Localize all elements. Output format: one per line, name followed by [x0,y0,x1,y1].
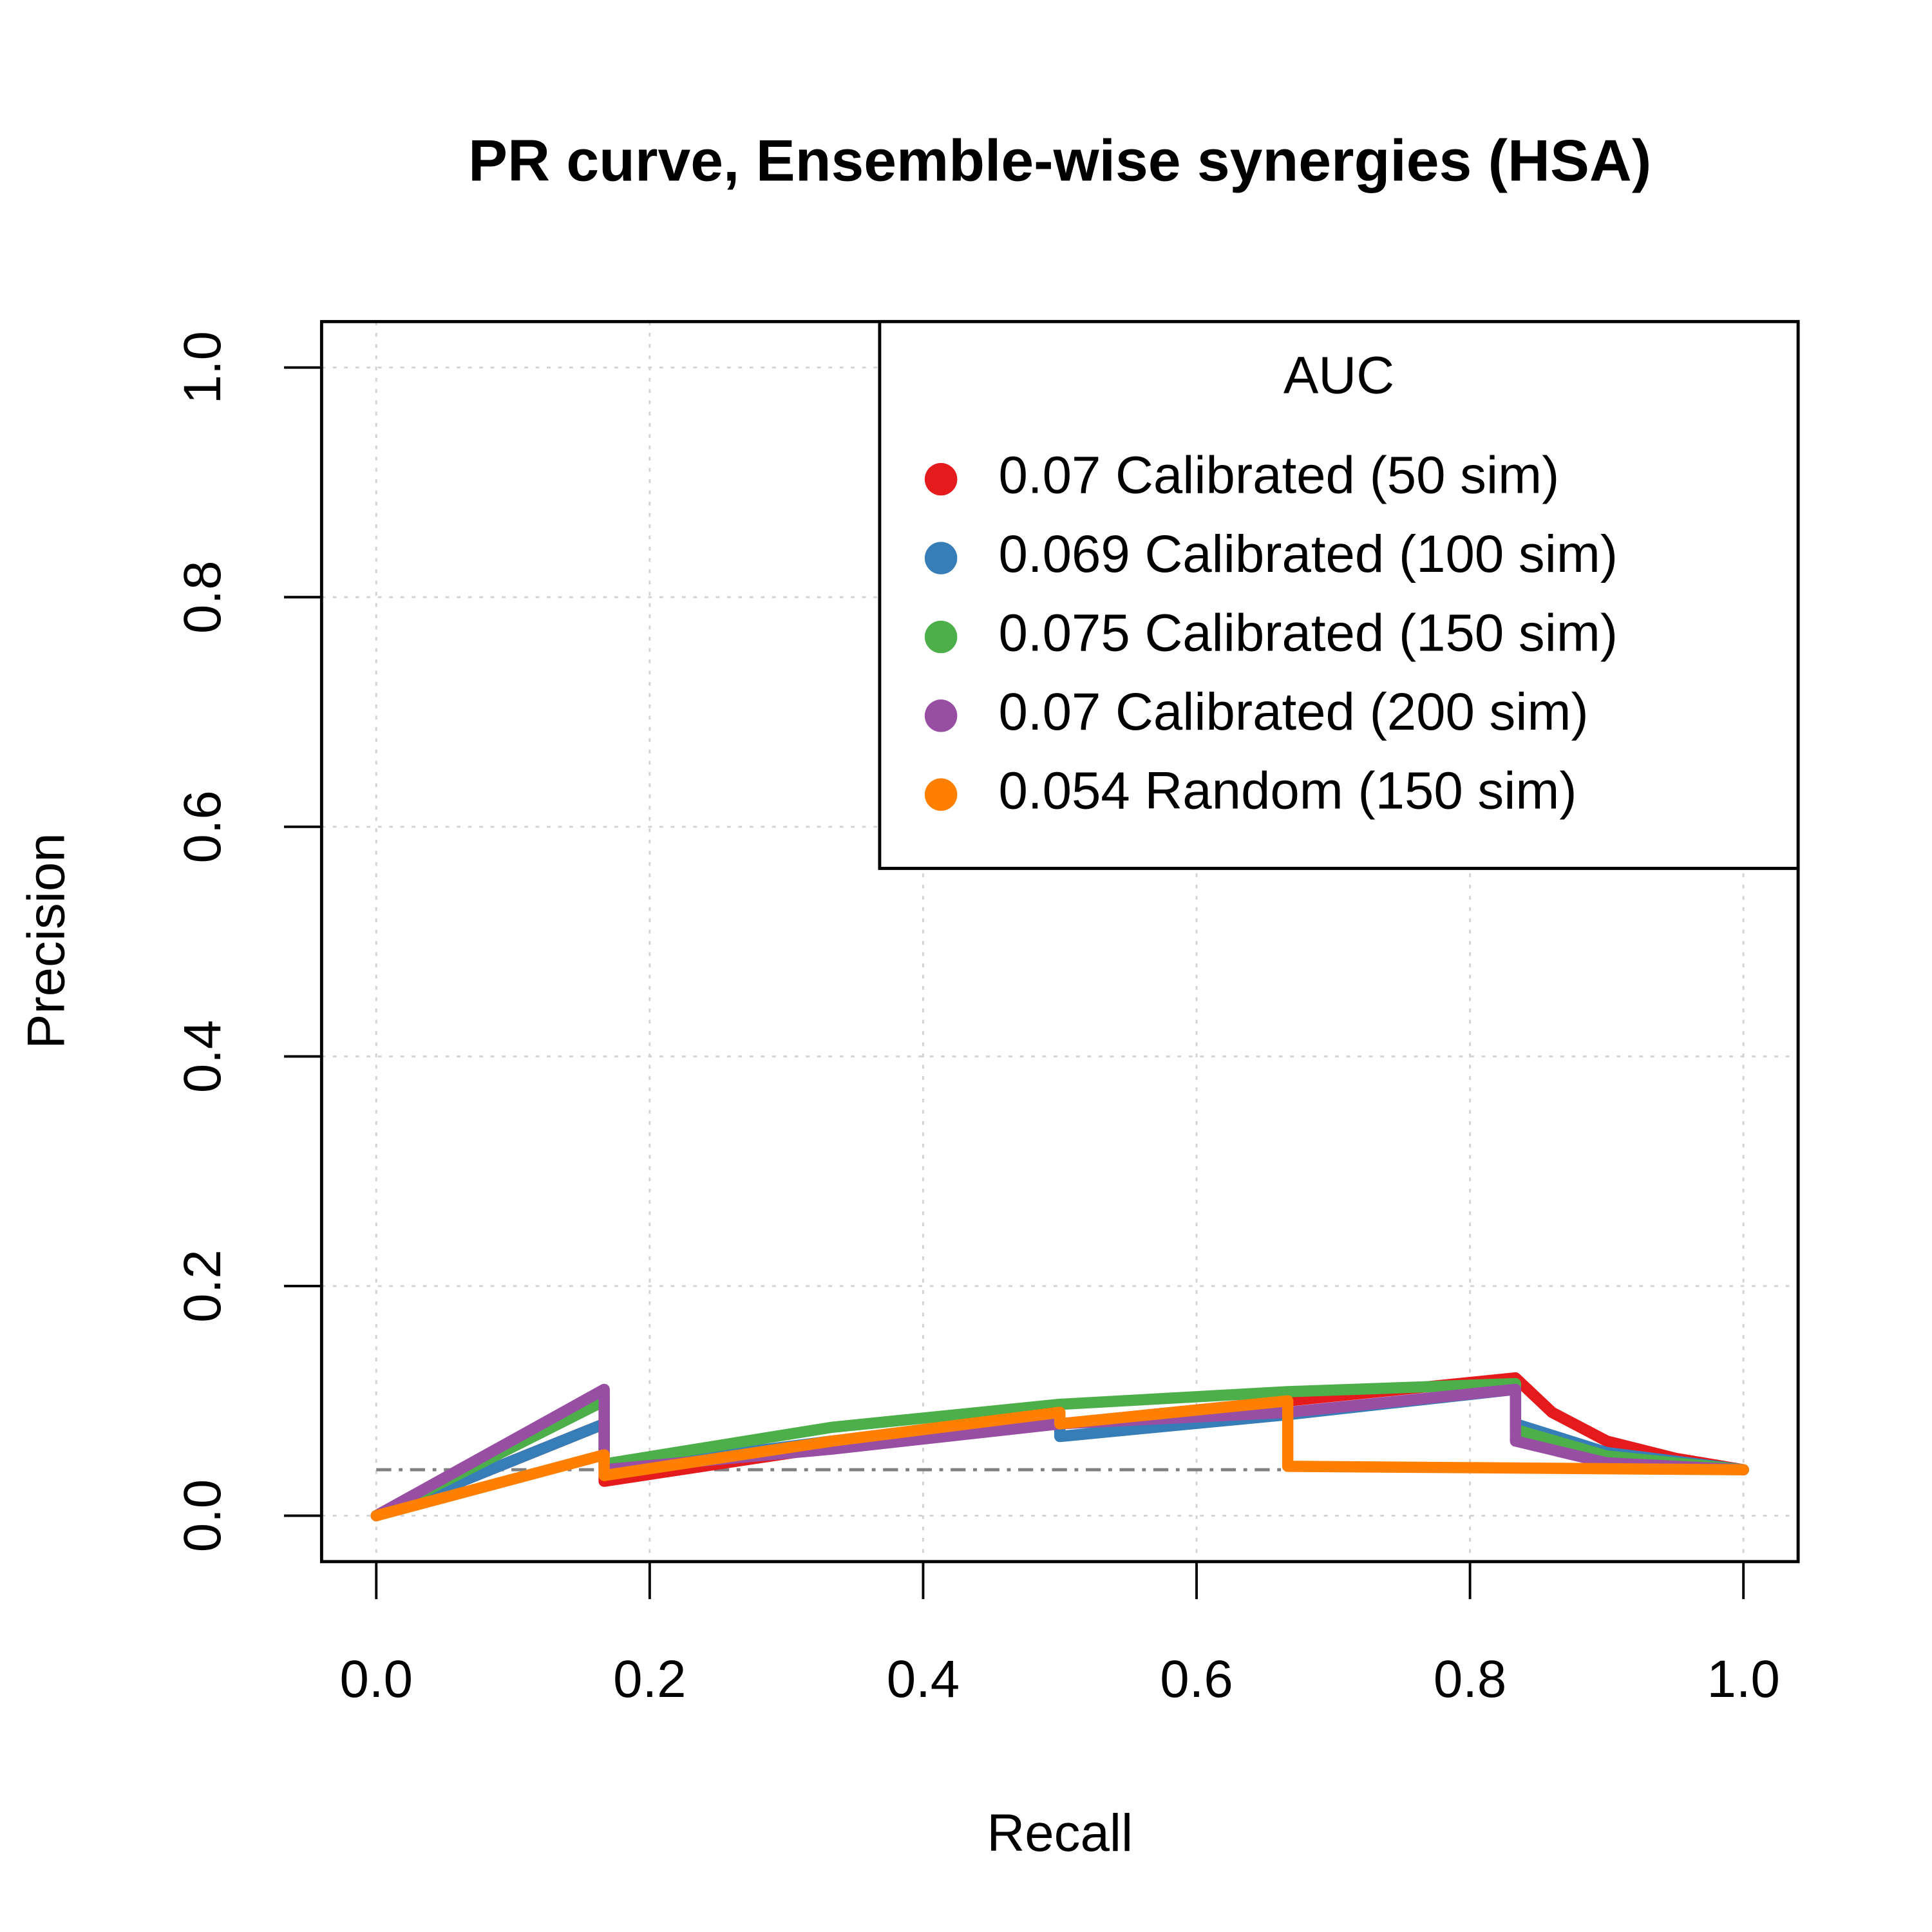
x-tick-label: 0.8 [1434,1650,1506,1709]
y-axis-label: Precision [17,833,75,1049]
y-tick-label: 0.0 [173,1479,232,1552]
chart-title: PR curve, Ensemble-wise synergies (HSA) [468,128,1651,194]
legend-label: 0.075 Calibrated (150 sim) [999,604,1618,663]
legend-label: 0.07 Calibrated (50 sim) [999,446,1560,505]
y-tick-label: 0.8 [173,561,232,634]
y-tick-label: 0.2 [173,1249,232,1322]
x-tick-label: 0.6 [1160,1650,1233,1709]
legend-marker [924,542,958,574]
x-axis-label: Recall [987,1804,1133,1862]
y-tick-label: 1.0 [173,331,232,404]
legend-label: 0.054 Random (150 sim) [999,761,1577,820]
legend-marker [924,778,958,811]
legend-marker [924,699,958,732]
x-tick-label: 0.0 [340,1650,413,1709]
x-tick-label: 0.4 [887,1650,960,1709]
x-tick-label: 1.0 [1707,1650,1779,1709]
series-line [370,1383,1749,1522]
legend-label: 0.07 Calibrated (200 sim) [999,683,1589,741]
legend-label: 0.069 Calibrated (100 sim) [999,525,1618,583]
x-tick-label: 0.2 [613,1650,686,1709]
legend-title: AUC [1283,346,1394,404]
legend-box [878,319,1800,870]
y-tick-label: 0.6 [173,790,232,863]
y-tick-label: 0.4 [173,1020,232,1093]
series-line [370,1395,1749,1522]
legend-marker [924,620,958,654]
legend-marker [924,462,958,496]
